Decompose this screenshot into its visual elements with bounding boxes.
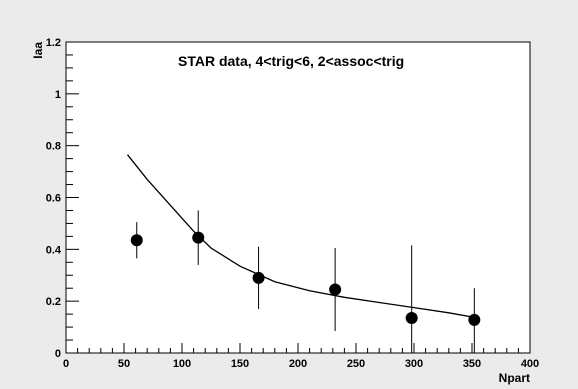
data-point bbox=[192, 210, 205, 265]
x-tick-label: 250 bbox=[347, 358, 365, 370]
x-axis-label: Npart bbox=[499, 371, 530, 385]
point-marker bbox=[468, 313, 481, 326]
data-point bbox=[130, 222, 143, 259]
data-point bbox=[252, 246, 265, 309]
chart-title: STAR data, 4<trig<6, 2<assoc<trig bbox=[178, 53, 404, 69]
x-tick-label: 100 bbox=[173, 358, 191, 370]
data-point bbox=[405, 245, 418, 353]
x-tick-label: 150 bbox=[231, 358, 249, 370]
y-tick-label: 0.2 bbox=[46, 296, 61, 308]
point-marker bbox=[329, 283, 342, 296]
data-point bbox=[468, 288, 481, 353]
y-tick-label: 0.6 bbox=[46, 193, 61, 205]
axes: 0 50 100 150 200 250 300 350 400 0 0.2 0.4 0.6 0.8 1 1.… bbox=[46, 37, 539, 370]
model-curve-layer bbox=[126, 154, 478, 319]
point-marker bbox=[130, 234, 143, 247]
model-curve bbox=[126, 154, 478, 319]
x-tick-label: 50 bbox=[118, 358, 130, 370]
point-marker bbox=[405, 312, 418, 325]
y-tick-label: 0 bbox=[55, 348, 61, 360]
y-tick-label: 1.2 bbox=[46, 37, 61, 49]
x-tick-label: 300 bbox=[405, 358, 423, 370]
point-marker bbox=[192, 231, 205, 244]
data-point bbox=[329, 248, 342, 331]
x-tick-label: 350 bbox=[463, 358, 481, 370]
y-tick-label: 0.8 bbox=[46, 141, 61, 153]
data-points-layer bbox=[130, 210, 481, 353]
x-tick-label: 200 bbox=[289, 358, 307, 370]
x-tick-label: 0 bbox=[63, 358, 69, 370]
point-marker bbox=[252, 271, 265, 284]
y-axis-label: Iaa bbox=[31, 42, 45, 59]
y-tick-label: 1 bbox=[55, 89, 61, 101]
x-tick-label: 400 bbox=[521, 358, 539, 370]
y-tick-label: 0.4 bbox=[46, 244, 62, 256]
plot-frame bbox=[65, 41, 531, 354]
